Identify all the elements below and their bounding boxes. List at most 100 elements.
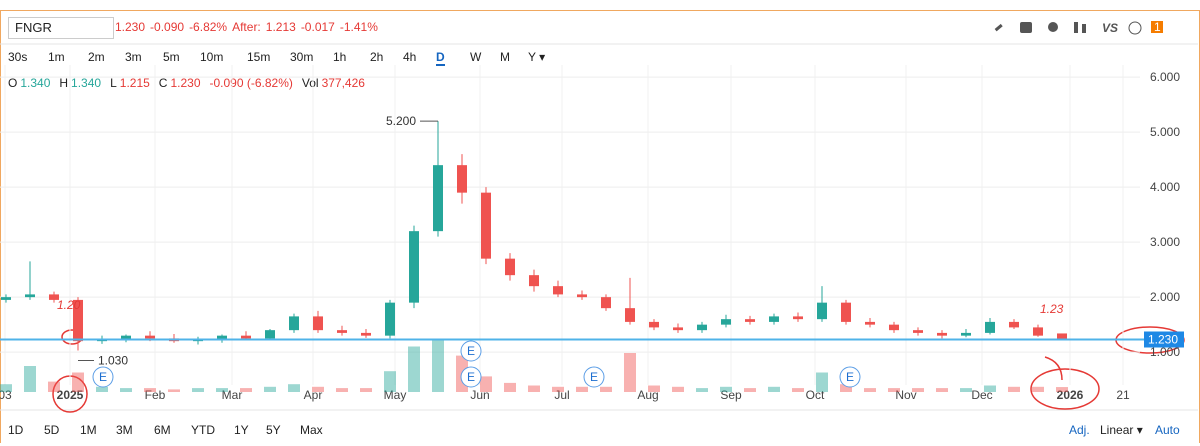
x-tick-label: Apr xyxy=(304,388,323,402)
interval[interactable]: W xyxy=(470,50,482,64)
compare-icon[interactable]: VS xyxy=(1102,21,1118,35)
alert-badge[interactable] xyxy=(1151,21,1163,33)
volume-bar xyxy=(912,388,924,392)
interval[interactable]: 1h xyxy=(333,50,347,64)
volume-bar xyxy=(1056,387,1068,392)
candle-body xyxy=(985,321,995,333)
volume-bar xyxy=(0,384,12,392)
interval[interactable]: D xyxy=(436,50,445,66)
candle-body xyxy=(961,332,971,336)
x-tick-label: Jul xyxy=(554,388,569,402)
interval[interactable]: 4h xyxy=(403,50,417,64)
x-tick-label: Dec xyxy=(971,388,992,402)
ohlc-value: 377,426 xyxy=(321,76,365,90)
x-tick-label: Feb xyxy=(145,388,166,402)
x-tick-label: Oct xyxy=(806,388,825,402)
volume-bar xyxy=(744,388,756,392)
range[interactable]: 5Y xyxy=(266,423,281,437)
interval[interactable]: 3m xyxy=(125,50,142,64)
x-tick-label: 2025 xyxy=(57,388,84,402)
candle-body xyxy=(697,324,707,331)
candle-body xyxy=(289,316,299,331)
candle-icon[interactable] xyxy=(1074,22,1078,33)
candle-body xyxy=(73,299,83,342)
quote-part: -1.41% xyxy=(339,20,378,34)
x-tick-label: Nov xyxy=(895,388,916,402)
volume-bar xyxy=(312,386,324,392)
volume-bar xyxy=(792,388,804,392)
idea-icon[interactable] xyxy=(1048,22,1058,32)
range[interactable]: 1Y xyxy=(234,423,249,437)
volume-bar xyxy=(720,386,732,392)
y-tick-label: 6.000 xyxy=(1150,70,1180,84)
volume-bar xyxy=(600,386,612,392)
last-price-box xyxy=(1144,331,1184,348)
volume-bar xyxy=(504,382,516,392)
volume-bar xyxy=(840,384,852,392)
interval[interactable]: 30m xyxy=(290,50,314,64)
interval[interactable]: 5m xyxy=(163,50,180,64)
ohlc-value: 1.230 xyxy=(170,76,201,90)
interval[interactable]: 2m xyxy=(88,50,105,64)
earnings-marker xyxy=(583,366,605,388)
volume-bar xyxy=(672,386,684,392)
interval[interactable]: 15m xyxy=(247,50,271,64)
candle-body xyxy=(433,165,443,232)
candle-body xyxy=(1,297,11,300)
volume-bar xyxy=(288,384,300,392)
interval[interactable]: 2h xyxy=(370,50,384,64)
interval[interactable]: 30s xyxy=(8,50,28,64)
ohlc-legend: O 1.340 H 1.340 L 1.215 C 1.230 -0.090 (-6.82%) V… xyxy=(8,76,374,90)
draw-icon[interactable] xyxy=(994,23,1003,32)
y-tick-label: 3.000 xyxy=(1150,235,1180,249)
scale-select[interactable]: Linear ▾ xyxy=(1100,423,1143,437)
volume-bar xyxy=(648,385,660,392)
ohlc-value: 1.215 xyxy=(119,76,150,90)
symbol-box[interactable]: FNGR xyxy=(8,17,114,39)
ohlc-value: -0.090 (-6.82%) xyxy=(209,76,293,90)
range[interactable]: 1D xyxy=(8,423,24,437)
range[interactable]: 5D xyxy=(44,423,60,437)
auto[interactable]: Auto xyxy=(1155,423,1180,437)
chart-icon[interactable] xyxy=(1020,22,1032,33)
x-tick-label: 2026 xyxy=(1057,388,1084,402)
quote-part: -0.017 xyxy=(300,20,335,34)
earnings-marker xyxy=(460,366,482,388)
volume-bar xyxy=(336,388,348,392)
volume-bar xyxy=(168,389,180,392)
ohlc-key: C xyxy=(158,76,168,90)
interval[interactable]: M xyxy=(500,50,510,64)
volume-bar xyxy=(48,381,60,392)
y-tick-label: 2.000 xyxy=(1150,290,1180,304)
interval[interactable]: 10m xyxy=(200,50,224,64)
range[interactable]: Max xyxy=(300,423,323,437)
range[interactable]: YTD xyxy=(191,423,215,437)
settings-icon[interactable] xyxy=(1128,21,1142,35)
y-tick-label: 4.000 xyxy=(1150,180,1180,194)
interval[interactable]: Y ▾ xyxy=(528,50,546,64)
alert-count: 1 xyxy=(1154,20,1161,34)
candle-icon[interactable] xyxy=(1082,24,1086,33)
candle-body xyxy=(553,286,563,295)
candle-body xyxy=(793,316,803,320)
low-label: 1.030 xyxy=(98,354,128,368)
earnings-label: E xyxy=(99,370,107,384)
x-tick-label: May xyxy=(384,388,407,402)
range[interactable]: 3M xyxy=(116,423,133,437)
volume-bar xyxy=(1032,386,1044,392)
candle-body xyxy=(1009,321,1019,328)
volume-bar xyxy=(432,340,444,392)
x-tick-label: Mar xyxy=(222,388,243,402)
volume-bar xyxy=(864,388,876,392)
candle-body xyxy=(529,275,539,287)
adj[interactable]: Adj. xyxy=(1069,423,1090,437)
ohlc-key: L xyxy=(110,76,117,90)
candle-body xyxy=(649,321,659,328)
volume-bar xyxy=(576,386,588,392)
range[interactable]: 1M xyxy=(80,423,97,437)
interval[interactable]: 1m xyxy=(48,50,65,64)
quote-part: After: xyxy=(232,20,261,34)
y-tick-label: 5.000 xyxy=(1150,125,1180,139)
range[interactable]: 6M xyxy=(154,423,171,437)
